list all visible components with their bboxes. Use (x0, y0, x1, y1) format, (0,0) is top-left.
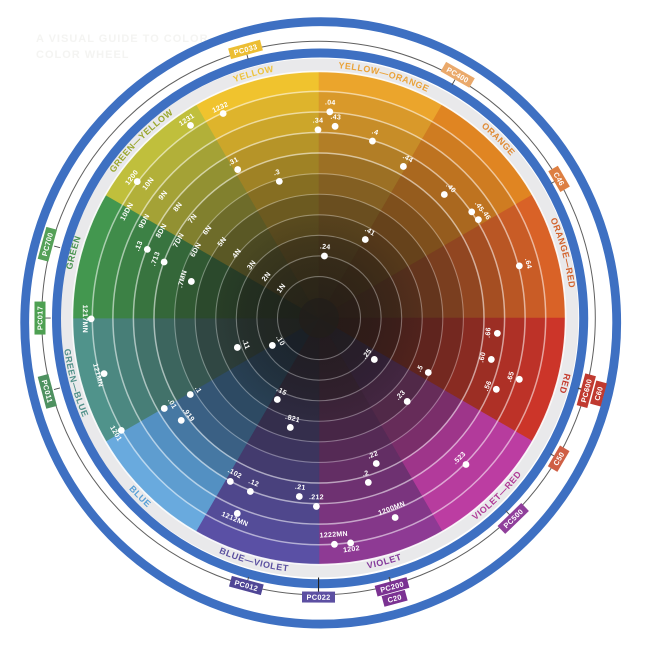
svg-text:.7MN: .7MN (177, 269, 189, 288)
svg-text:.31: .31 (227, 156, 240, 167)
svg-text:COLOR WHEEL: COLOR WHEEL (36, 49, 130, 61)
svg-text:.4: .4 (371, 128, 379, 137)
svg-text:.12: .12 (247, 478, 259, 488)
svg-text:.66: .66 (485, 327, 493, 338)
svg-text:PC017: PC017 (36, 306, 45, 330)
svg-text:.3: .3 (273, 169, 281, 178)
svg-text:.11: .11 (240, 339, 250, 351)
svg-text:.21: .21 (295, 484, 306, 492)
svg-text:.1: .1 (193, 385, 202, 394)
svg-text:.41: .41 (363, 226, 376, 237)
svg-text:.821: .821 (284, 414, 300, 425)
svg-text:.34: .34 (313, 118, 324, 125)
svg-text:.2: .2 (362, 470, 370, 479)
svg-text:.25: .25 (361, 348, 373, 361)
svg-text:.15: .15 (275, 386, 288, 397)
svg-text:1222MN: 1222MN (319, 531, 348, 540)
svg-text:.64: .64 (523, 258, 532, 270)
svg-text:.65: .65 (506, 371, 516, 383)
svg-text:.5: .5 (416, 364, 425, 373)
svg-text:C60: C60 (592, 385, 604, 401)
svg-text:1217MN: 1217MN (81, 305, 88, 333)
svg-text:.24: .24 (320, 243, 331, 251)
svg-text:.10: .10 (274, 335, 285, 348)
svg-text:.212: .212 (309, 494, 324, 501)
svg-text:.44: .44 (401, 153, 414, 164)
svg-text:PC022: PC022 (306, 593, 330, 602)
svg-text:A VISUAL GUIDE TO COLOR: A VISUAL GUIDE TO COLOR (36, 33, 209, 45)
svg-text:.46: .46 (480, 209, 492, 222)
svg-text:.45: .45 (473, 201, 485, 214)
svg-text:C20: C20 (387, 592, 403, 604)
svg-text:.01: .01 (166, 398, 177, 411)
svg-text:.60: .60 (478, 351, 487, 363)
svg-text:.43: .43 (330, 114, 341, 122)
svg-text:.04: .04 (325, 99, 336, 107)
svg-text:.13: .13 (134, 240, 144, 252)
svg-text:.713: .713 (150, 251, 162, 267)
svg-text:.56: .56 (483, 380, 493, 392)
svg-text:1202: 1202 (343, 545, 361, 554)
svg-text:.22: .22 (367, 450, 379, 460)
